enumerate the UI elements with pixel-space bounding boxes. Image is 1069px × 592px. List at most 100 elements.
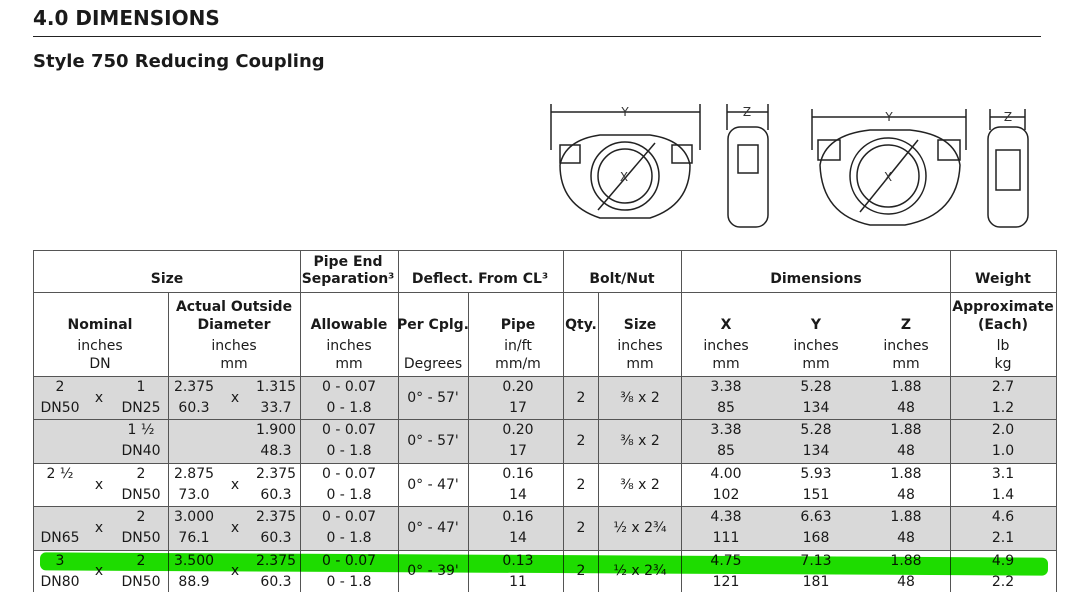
column-unit: mm xyxy=(712,356,740,372)
multiply-sign: x xyxy=(94,519,104,536)
multiply-sign: x xyxy=(94,389,104,406)
cell-text: 2.375 xyxy=(173,379,215,395)
cell-text: 0° - 47' xyxy=(407,476,459,493)
cell-text: 2.875 xyxy=(173,465,215,482)
cell-text: 0 - 0.07 xyxy=(321,422,377,439)
cell-text: 111 xyxy=(712,530,740,547)
column-header: X xyxy=(720,317,732,333)
cell-text: 5.28 xyxy=(800,379,832,395)
cell-text: 3.1 xyxy=(991,465,1015,482)
cell-text: 0° - 47' xyxy=(407,519,459,536)
cell-text: DN65 xyxy=(40,530,80,547)
row-shading xyxy=(33,376,1057,420)
group-header: Separation³ xyxy=(301,271,395,287)
row-rule xyxy=(33,292,1057,293)
multiply-sign: x xyxy=(94,563,104,580)
cell-text: 1.2 xyxy=(991,400,1015,416)
column-unit: mm xyxy=(626,356,654,372)
section-title: 4.0 DIMENSIONS xyxy=(33,6,220,30)
cell-text: 2 xyxy=(576,389,586,406)
cell-text: 85 xyxy=(717,443,735,460)
dimension-label: Z xyxy=(1004,110,1012,124)
column-header: Actual Outside xyxy=(175,299,293,315)
column-header: Allowable xyxy=(310,317,388,333)
cell-text: DN50 xyxy=(121,530,161,547)
column-unit: kg xyxy=(994,356,1012,372)
cell-text: ½ x 2¾ xyxy=(613,519,667,536)
row-rule xyxy=(33,419,1057,421)
dimension-label: Y xyxy=(884,110,893,124)
cell-text: 85 xyxy=(717,400,735,416)
cell-text: 5.93 xyxy=(800,465,832,482)
cell-text: 2.2 xyxy=(991,573,1015,590)
column-rule xyxy=(300,250,301,592)
group-header: Size xyxy=(150,271,184,287)
column-header: Nominal xyxy=(67,317,133,333)
cell-text: 48 xyxy=(897,443,915,460)
subtitle: Style 750 Reducing Coupling xyxy=(33,51,325,72)
group-header: Deflect. From CL³ xyxy=(411,271,549,287)
column-rule xyxy=(563,250,564,592)
cell-text: 48 xyxy=(897,573,915,590)
column-rule xyxy=(33,250,34,592)
cell-text: 4.38 xyxy=(710,509,742,526)
cell-text: DN50 xyxy=(121,486,161,503)
cell-text: 48 xyxy=(897,486,915,503)
column-unit: lb xyxy=(996,338,1010,354)
cell-text: 0° - 57' xyxy=(407,389,459,406)
cell-text: 1.4 xyxy=(991,486,1015,503)
cell-text: 4.00 xyxy=(710,465,742,482)
cell-text: 2 xyxy=(576,476,586,493)
column-rule xyxy=(468,292,469,592)
column-header: Pipe xyxy=(500,317,536,333)
column-rule xyxy=(398,250,399,592)
cell-text: DN50 xyxy=(121,573,161,590)
cell-text: 48 xyxy=(897,400,915,416)
cell-text: 2.7 xyxy=(991,379,1015,395)
cell-text: 2.375 xyxy=(255,509,297,526)
dimension-label: Z xyxy=(743,105,751,119)
cell-text: 0 - 1.8 xyxy=(326,443,372,460)
cell-text: 2 xyxy=(55,379,65,395)
cell-text: 134 xyxy=(802,443,830,460)
column-unit: mm/m xyxy=(495,356,541,372)
cell-text: 5.28 xyxy=(800,422,832,439)
column-unit: inches xyxy=(703,338,749,354)
cell-text: 17 xyxy=(509,400,527,416)
column-header: Y xyxy=(810,317,822,333)
cell-text: 3.000 xyxy=(173,509,215,526)
cell-text: 1.315 xyxy=(255,379,297,395)
group-header: Bolt/Nut xyxy=(589,271,655,287)
column-unit: inches xyxy=(883,338,929,354)
column-rule xyxy=(168,292,169,592)
cell-text: 2 xyxy=(136,509,146,526)
cell-text: 151 xyxy=(802,486,830,503)
cell-text: 0.16 xyxy=(502,509,534,526)
cell-text: 168 xyxy=(802,530,830,547)
column-rule xyxy=(681,250,682,592)
cell-text: 48.3 xyxy=(260,443,292,460)
row-rule xyxy=(33,376,1057,377)
row-rule xyxy=(33,549,1057,551)
cell-text: 0.16 xyxy=(502,465,534,482)
row-rule xyxy=(33,462,1057,464)
cell-text: 2.0 xyxy=(991,422,1015,439)
column-unit: inches xyxy=(326,338,372,354)
cell-text: 1.88 xyxy=(890,379,922,395)
cell-text: 76.1 xyxy=(178,530,210,547)
column-unit: DN xyxy=(89,356,111,372)
cell-text: ⅜ x 2 xyxy=(620,389,660,406)
cell-text: 3.38 xyxy=(710,422,742,439)
column-unit: in/ft xyxy=(504,338,532,354)
cell-text: 60.3 xyxy=(260,486,292,503)
row-shading xyxy=(33,419,1057,463)
cell-text: 60.3 xyxy=(260,530,292,547)
cell-text: 6.63 xyxy=(800,509,832,526)
column-unit: Degrees xyxy=(403,356,463,372)
cell-text: 11 xyxy=(509,573,527,590)
group-header: Dimensions xyxy=(770,271,862,287)
column-unit: inches xyxy=(617,338,663,354)
cell-text: 2 xyxy=(576,519,586,536)
group-header: Pipe End xyxy=(313,254,383,270)
multiply-sign: x xyxy=(230,519,240,536)
